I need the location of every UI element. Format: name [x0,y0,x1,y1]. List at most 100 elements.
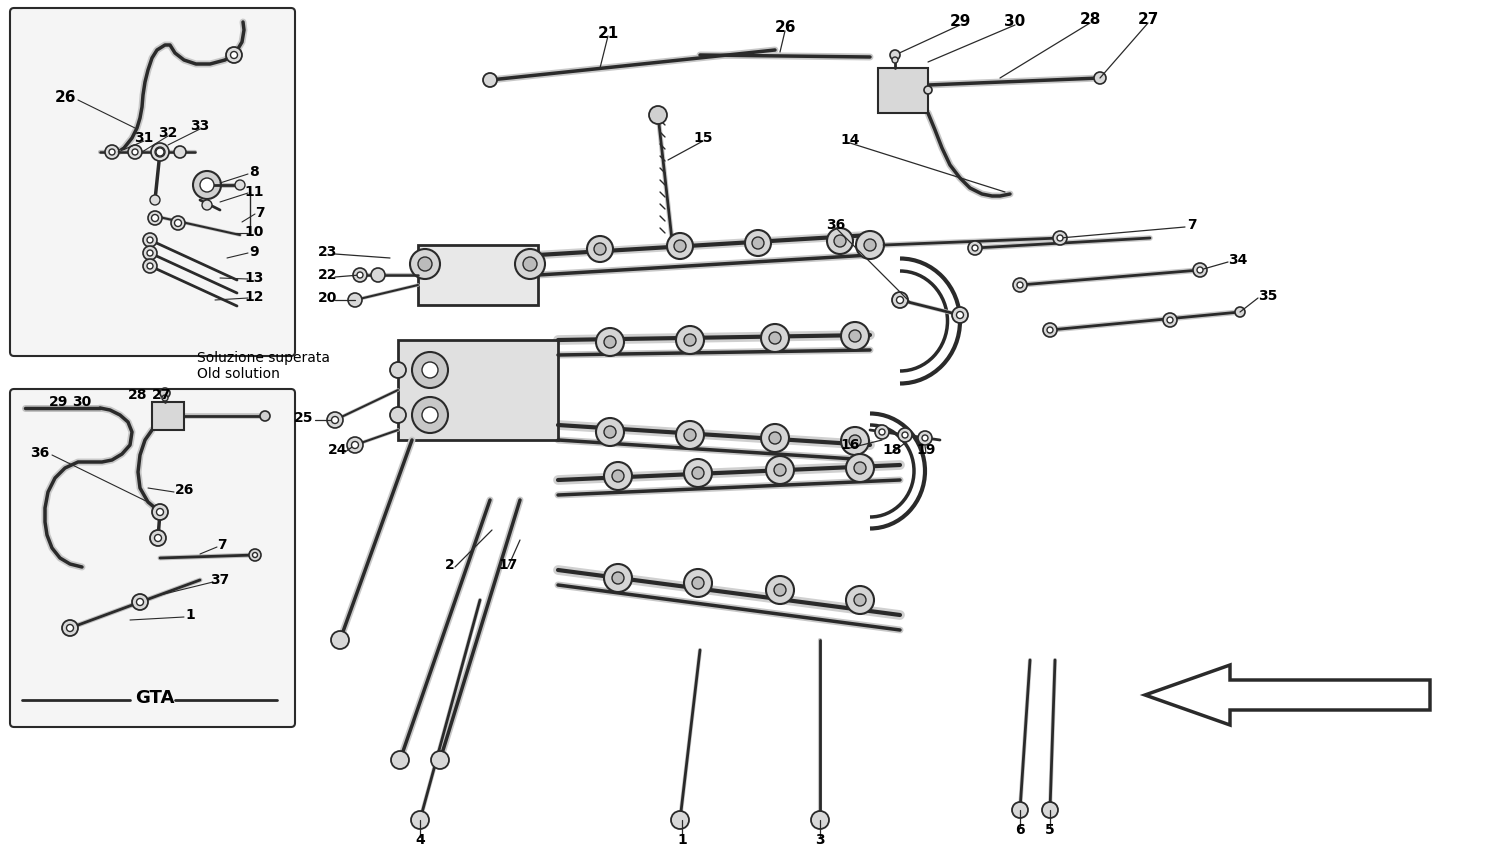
Circle shape [327,412,344,428]
Circle shape [596,328,624,356]
Circle shape [260,411,270,421]
Text: 14: 14 [840,133,860,147]
Circle shape [392,751,410,769]
Circle shape [411,811,429,829]
Circle shape [612,572,624,584]
Text: 29: 29 [50,395,69,409]
Text: 2: 2 [446,558,454,572]
Bar [152,402,184,430]
Bar [419,245,538,305]
Circle shape [684,334,696,346]
Circle shape [332,417,339,424]
Circle shape [1013,802,1028,818]
Circle shape [918,431,932,445]
Text: 21: 21 [597,26,618,40]
Circle shape [760,324,789,352]
Circle shape [410,249,440,279]
Text: 1: 1 [676,833,687,847]
Circle shape [156,148,164,156]
Circle shape [856,231,883,259]
Circle shape [231,52,237,59]
Circle shape [676,421,703,449]
Circle shape [853,594,865,606]
Text: 13: 13 [244,271,264,285]
Circle shape [1094,72,1106,84]
Circle shape [152,214,159,221]
Circle shape [226,47,242,63]
Circle shape [483,73,496,87]
Text: 3: 3 [815,833,825,847]
Circle shape [66,624,74,631]
Circle shape [684,459,712,487]
Circle shape [770,432,782,444]
Text: 35: 35 [1258,289,1278,303]
Circle shape [142,233,158,247]
Circle shape [136,598,144,605]
Circle shape [812,811,830,829]
Circle shape [902,432,908,438]
Circle shape [154,147,165,157]
Circle shape [430,751,448,769]
Circle shape [194,171,220,199]
Text: 9: 9 [249,245,259,259]
Circle shape [390,407,406,423]
Circle shape [150,530,166,546]
Text: 10: 10 [244,225,264,239]
Text: 18: 18 [882,443,902,457]
Circle shape [132,149,138,155]
Circle shape [968,241,982,255]
Circle shape [612,470,624,482]
Circle shape [972,245,978,251]
Circle shape [752,237,764,249]
Circle shape [897,296,903,303]
Circle shape [152,504,168,520]
Circle shape [596,418,624,446]
Polygon shape [1144,665,1430,725]
Circle shape [892,57,898,63]
Circle shape [413,397,448,433]
Text: 6: 6 [1016,823,1025,837]
Circle shape [1058,235,1064,241]
Circle shape [202,200,211,210]
Circle shape [668,233,693,259]
Circle shape [147,237,153,243]
Text: 22: 22 [318,268,338,282]
Text: 8: 8 [249,165,259,179]
Text: 36: 36 [827,218,846,232]
Circle shape [1167,317,1173,323]
FancyBboxPatch shape [10,389,296,727]
Circle shape [674,240,686,252]
Circle shape [1234,307,1245,317]
Circle shape [249,549,261,561]
Circle shape [898,428,912,442]
Circle shape [849,435,861,447]
Bar [878,68,928,113]
Circle shape [128,145,142,159]
Circle shape [524,257,537,271]
Text: 11: 11 [244,185,264,199]
Circle shape [152,143,170,161]
Circle shape [604,426,616,438]
Text: 24: 24 [328,443,348,457]
Circle shape [160,388,170,398]
Text: Old solution: Old solution [196,367,280,381]
Text: 30: 30 [72,395,92,409]
Text: 26: 26 [774,21,795,35]
Circle shape [650,106,668,124]
Circle shape [142,246,158,260]
Text: 27: 27 [153,388,171,402]
Text: 34: 34 [1228,253,1248,267]
Circle shape [676,326,703,354]
Text: 32: 32 [159,126,177,140]
Circle shape [846,586,874,614]
Circle shape [171,216,184,230]
Text: 30: 30 [1005,15,1026,29]
Circle shape [692,577,703,589]
Text: GTA: GTA [135,689,174,707]
Circle shape [252,553,258,558]
Text: 26: 26 [54,90,75,106]
Circle shape [692,467,703,479]
Text: 19: 19 [916,443,936,457]
Circle shape [890,50,900,60]
Circle shape [842,322,868,350]
